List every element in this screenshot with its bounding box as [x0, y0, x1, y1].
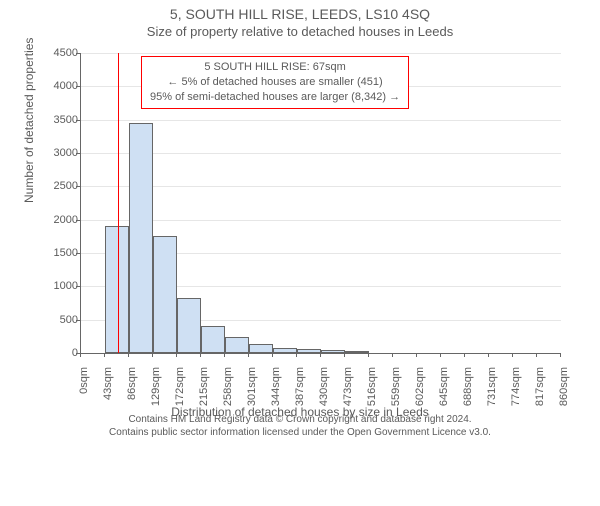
x-tick-mark	[344, 353, 345, 357]
x-tick-label: 559sqm	[390, 367, 402, 406]
chart-container: Number of detached properties 5 SOUTH HI…	[20, 43, 580, 413]
x-tick-mark	[224, 353, 225, 357]
x-tick-label: 430sqm	[318, 367, 330, 406]
histogram-bar	[297, 349, 321, 353]
grid-line	[81, 186, 561, 187]
x-tick-label: 688sqm	[462, 367, 474, 406]
y-tick-mark	[76, 86, 80, 87]
x-tick-mark	[296, 353, 297, 357]
y-tick-mark	[76, 120, 80, 121]
footer-line-2: Contains public sector information licen…	[20, 426, 580, 439]
x-tick-mark	[488, 353, 489, 357]
x-tick-mark	[560, 353, 561, 357]
x-axis-title: Distribution of detached houses by size …	[20, 405, 580, 419]
subject-marker-line	[118, 53, 119, 353]
y-tick-mark	[76, 186, 80, 187]
x-tick-label: 774sqm	[510, 367, 522, 406]
plot-area: 5 SOUTH HILL RISE: 67sqm← 5% of detached…	[80, 53, 561, 354]
y-tick-mark	[76, 53, 80, 54]
x-tick-label: 473sqm	[342, 367, 354, 406]
grid-line	[81, 120, 561, 121]
annotation-box: 5 SOUTH HILL RISE: 67sqm← 5% of detached…	[141, 56, 409, 109]
page-subtitle: Size of property relative to detached ho…	[0, 24, 600, 39]
y-tick-mark	[76, 286, 80, 287]
x-tick-mark	[416, 353, 417, 357]
y-tick-mark	[76, 153, 80, 154]
x-tick-mark	[440, 353, 441, 357]
y-tick-label: 3500	[20, 114, 78, 126]
x-tick-mark	[320, 353, 321, 357]
x-tick-label: 215sqm	[198, 367, 210, 406]
x-tick-label: 129sqm	[150, 367, 162, 406]
y-tick-mark	[76, 253, 80, 254]
x-tick-label: 860sqm	[558, 367, 570, 406]
annotation-line: 95% of semi-detached houses are larger (…	[150, 90, 400, 105]
x-tick-mark	[128, 353, 129, 357]
x-tick-mark	[200, 353, 201, 357]
histogram-bar	[201, 326, 225, 353]
y-tick-mark	[76, 320, 80, 321]
x-tick-label: 344sqm	[270, 367, 282, 406]
x-tick-label: 731sqm	[486, 367, 498, 406]
x-tick-mark	[152, 353, 153, 357]
annotation-line: 5 SOUTH HILL RISE: 67sqm	[150, 60, 400, 75]
x-tick-label: 86sqm	[126, 367, 138, 400]
histogram-bar	[225, 337, 249, 353]
y-tick-label: 1000	[20, 280, 78, 292]
grid-line	[81, 153, 561, 154]
x-tick-mark	[512, 353, 513, 357]
x-tick-label: 645sqm	[438, 367, 450, 406]
annotation-line: ← 5% of detached houses are smaller (451…	[150, 75, 400, 90]
x-tick-mark	[536, 353, 537, 357]
y-tick-label: 4500	[20, 47, 78, 59]
histogram-bar	[129, 123, 153, 353]
histogram-bar	[177, 298, 201, 353]
x-tick-label: 258sqm	[222, 367, 234, 406]
grid-line	[81, 220, 561, 221]
y-tick-label: 1500	[20, 247, 78, 259]
x-tick-mark	[176, 353, 177, 357]
y-tick-label: 500	[20, 314, 78, 326]
x-tick-label: 817sqm	[534, 367, 546, 406]
x-tick-mark	[464, 353, 465, 357]
x-tick-label: 602sqm	[414, 367, 426, 406]
x-tick-label: 387sqm	[294, 367, 306, 406]
x-tick-mark	[272, 353, 273, 357]
x-tick-label: 301sqm	[246, 367, 258, 406]
histogram-bar	[273, 348, 297, 353]
grid-line	[81, 53, 561, 54]
y-tick-label: 2500	[20, 180, 78, 192]
x-tick-mark	[248, 353, 249, 357]
histogram-bar	[345, 351, 369, 353]
x-tick-mark	[368, 353, 369, 357]
x-tick-mark	[80, 353, 81, 357]
y-tick-label: 2000	[20, 214, 78, 226]
page-title: 5, SOUTH HILL RISE, LEEDS, LS10 4SQ	[0, 6, 600, 22]
y-tick-label: 4000	[20, 80, 78, 92]
histogram-bar	[321, 350, 345, 353]
x-tick-label: 172sqm	[174, 367, 186, 406]
y-tick-mark	[76, 220, 80, 221]
histogram-bar	[249, 344, 273, 353]
y-tick-label: 0	[20, 347, 78, 359]
x-tick-label: 43sqm	[102, 367, 114, 400]
histogram-bar	[153, 236, 177, 353]
x-tick-mark	[104, 353, 105, 357]
y-tick-label: 3000	[20, 147, 78, 159]
x-tick-mark	[392, 353, 393, 357]
x-tick-label: 516sqm	[366, 367, 378, 406]
x-tick-label: 0sqm	[78, 367, 90, 394]
